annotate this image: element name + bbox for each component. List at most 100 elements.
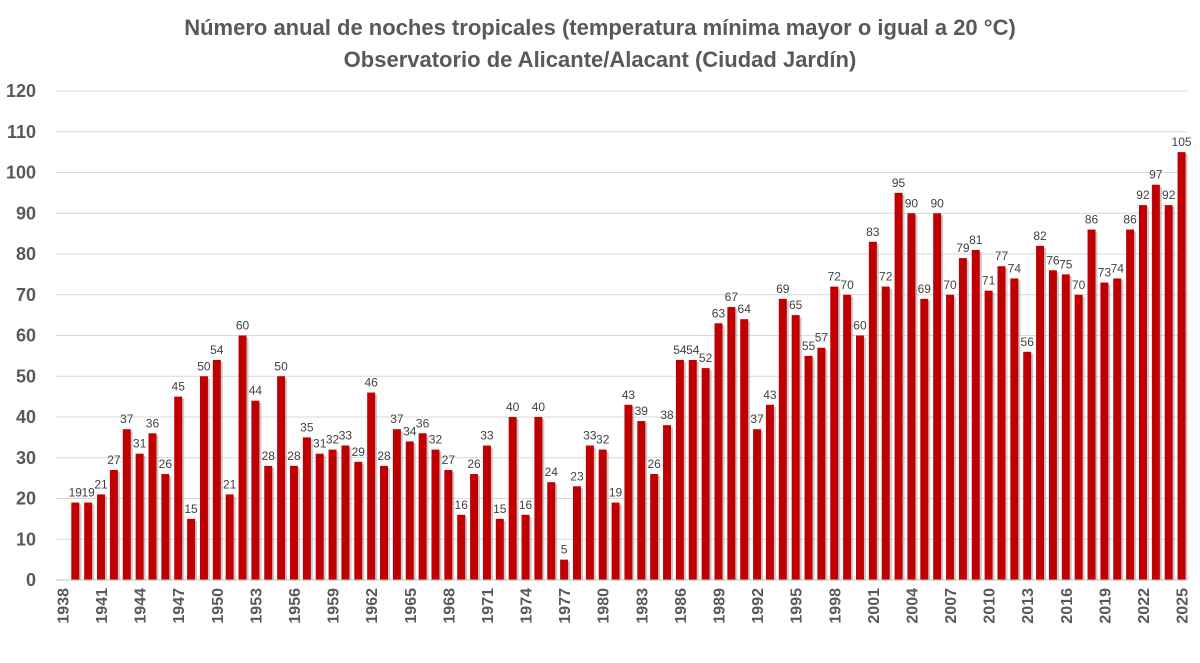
- data-label-1957: 35: [300, 420, 314, 434]
- data-label-1939: 19: [69, 486, 83, 500]
- x-tick-label: 1965: [403, 588, 420, 624]
- bar-1982: [624, 404, 633, 580]
- data-label-1959: 32: [326, 433, 340, 447]
- bar-1961: [354, 461, 363, 580]
- data-label-1948: 15: [184, 502, 198, 516]
- data-label-1958: 31: [313, 437, 327, 451]
- data-label-1950: 54: [210, 343, 224, 357]
- data-label-1986: 54: [673, 343, 687, 357]
- bar-2001: [868, 241, 877, 580]
- bar-1991: [740, 319, 749, 580]
- data-label-1995: 65: [789, 298, 803, 312]
- bar-2013: [1023, 351, 1032, 580]
- data-label-1963: 28: [377, 449, 391, 463]
- x-tick-label: 1998: [827, 588, 844, 624]
- bar-1984: [650, 474, 659, 580]
- data-label-2016: 75: [1059, 257, 1073, 271]
- data-label-1999: 70: [840, 278, 854, 292]
- data-label-1970: 26: [467, 457, 481, 471]
- data-label-1947: 45: [172, 380, 186, 394]
- x-tick-label: 1977: [557, 588, 574, 624]
- data-label-2011: 77: [995, 249, 1009, 263]
- bar-1975: [534, 417, 543, 580]
- data-label-2018: 86: [1085, 213, 1099, 227]
- bars: [71, 152, 1188, 581]
- bar-1998: [830, 286, 839, 580]
- data-label-2020: 74: [1111, 261, 1125, 275]
- bar-2020: [1113, 278, 1122, 580]
- chart-title: Número anual de noches tropicales (tempe…: [184, 15, 1016, 40]
- data-label-1962: 46: [364, 376, 378, 390]
- data-label-1966: 36: [416, 416, 430, 430]
- data-label-1978: 23: [570, 469, 584, 483]
- bar-2012: [1010, 278, 1019, 580]
- bar-1949: [199, 376, 208, 580]
- bar-1957: [302, 437, 311, 580]
- data-label-2000: 60: [853, 319, 867, 333]
- x-tick-label: 1956: [287, 588, 304, 624]
- data-label-2002: 72: [879, 270, 893, 284]
- bar-1969: [457, 514, 466, 580]
- bar-1953: [251, 400, 260, 580]
- x-tick-label: 1989: [711, 588, 728, 624]
- data-label-1945: 36: [146, 416, 160, 430]
- bar-1960: [341, 445, 350, 580]
- y-tick-label: 20: [16, 489, 36, 509]
- bar-2004: [907, 213, 916, 580]
- data-label-2019: 73: [1098, 266, 1112, 280]
- data-label-1987: 54: [686, 343, 700, 357]
- data-label-1940: 19: [81, 486, 95, 500]
- x-tick-label: 2013: [1020, 588, 1037, 624]
- x-tick-label: 2022: [1136, 588, 1153, 624]
- bar-1992: [753, 429, 762, 580]
- data-label-2010: 71: [982, 274, 996, 288]
- bar-2022: [1138, 205, 1147, 580]
- data-label-1975: 40: [532, 400, 546, 414]
- bar-1942: [109, 469, 118, 580]
- bar-1970: [470, 474, 479, 580]
- data-label-1946: 26: [159, 457, 173, 471]
- bar-1979: [585, 445, 594, 580]
- data-label-2017: 70: [1072, 278, 1086, 292]
- bar-1939: [71, 502, 80, 580]
- data-label-2004: 90: [905, 196, 919, 210]
- data-label-2025: 105: [1172, 135, 1192, 149]
- x-tick-label: 1950: [210, 588, 227, 624]
- bar-1956: [289, 465, 298, 580]
- bar-1978: [572, 486, 581, 580]
- bar-1995: [791, 315, 800, 580]
- data-label-1960: 33: [339, 429, 353, 443]
- bar-1954: [264, 465, 273, 580]
- data-label-1964: 37: [390, 412, 404, 426]
- data-label-1979: 33: [583, 429, 597, 443]
- bar-2019: [1100, 282, 1109, 580]
- data-label-1994: 69: [776, 282, 790, 296]
- bar-1983: [637, 421, 646, 580]
- bar-1971: [482, 445, 491, 580]
- x-tick-label: 1953: [248, 588, 265, 624]
- y-tick-label: 10: [16, 529, 36, 549]
- bar-2003: [894, 192, 903, 580]
- bar-1972: [495, 518, 504, 580]
- x-tick-label: 2025: [1175, 588, 1192, 624]
- x-tick-label: 2004: [904, 588, 921, 624]
- y-tick-label: 30: [16, 448, 36, 468]
- x-tick-label: 1968: [441, 588, 458, 624]
- y-axis: 0 10 20 30 40 50 60 70 80 90 100 110 120: [6, 81, 36, 590]
- bar-1966: [418, 433, 427, 580]
- bar-1952: [238, 335, 247, 580]
- data-label-1942: 27: [107, 453, 121, 467]
- x-tick-label: 1938: [55, 588, 72, 624]
- bar-1981: [611, 502, 620, 580]
- data-label-2013: 56: [1021, 335, 1035, 349]
- bar-1968: [444, 469, 453, 580]
- bar-2007: [946, 294, 955, 580]
- bar-2008: [958, 258, 967, 580]
- bar-2015: [1048, 270, 1057, 580]
- data-label-1977: 5: [561, 543, 568, 557]
- bar-1964: [392, 429, 401, 580]
- data-label-2008: 79: [956, 241, 970, 255]
- bar-1959: [328, 449, 337, 580]
